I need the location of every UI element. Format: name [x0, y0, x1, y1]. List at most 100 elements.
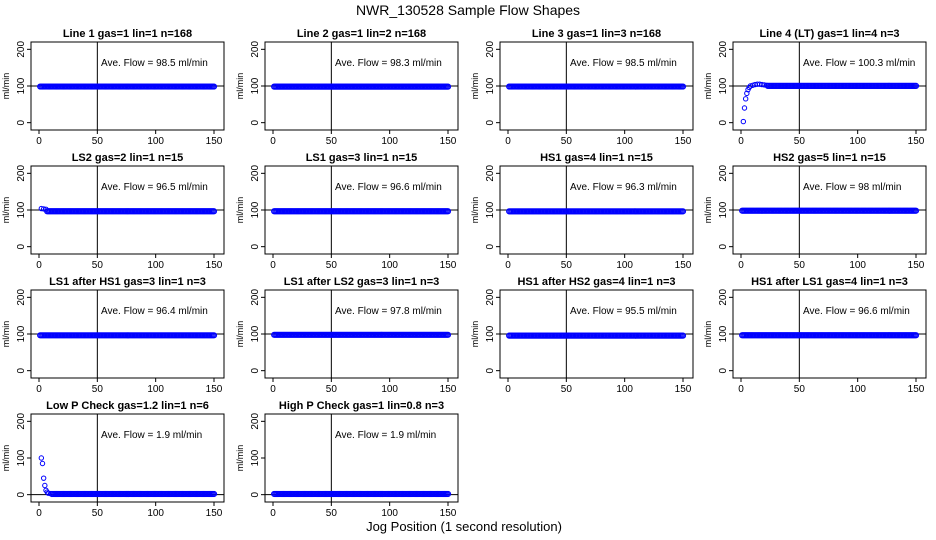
panel-12: HS1 after LS1 gas=4 lin=1 n=3 ml/min 0 50 10… — [703, 276, 927, 395]
plot-frame — [264, 413, 459, 503]
panel-7: HS1 gas=4 lin=1 n=15 ml/min 0 50 100 150 0 100 2… — [470, 152, 694, 271]
average-flow-annotation: Ave. Flow = 96.5 ml/min — [101, 182, 208, 193]
y-axis-label: ml/min — [703, 197, 713, 224]
x-tick-label: 0 — [505, 136, 511, 147]
panel-5: LS2 gas=2 lin=1 n=15 ml/min 0 50 100 150 0 100 2… — [1, 152, 225, 271]
y-tick-label: 0 — [250, 491, 261, 497]
y-tick-label: 200 — [250, 165, 261, 182]
y-axis-label: ml/min — [703, 73, 713, 100]
x-tick-label: 100 — [849, 260, 866, 271]
data-points — [37, 83, 218, 90]
panel-11: HS1 after HS2 gas=4 lin=1 n=3 ml/min 0 50 10… — [470, 276, 694, 395]
x-tick-label: 50 — [561, 260, 573, 271]
data-point — [912, 332, 920, 339]
panel-title: HS1 gas=4 lin=1 n=15 — [540, 152, 653, 164]
x-tick-label: 150 — [675, 260, 692, 271]
average-flow-annotation: Ave. Flow = 96.3 ml/min — [570, 182, 677, 193]
x-tick-label: 0 — [738, 384, 744, 395]
x-tick-label: 50 — [794, 136, 806, 147]
panel-title: LS1 after HS1 gas=3 lin=1 n=3 — [49, 276, 206, 288]
y-tick-label: 0 — [718, 243, 729, 249]
average-flow-annotation: Ave. Flow = 96.6 ml/min — [803, 306, 910, 317]
data-point — [42, 482, 48, 489]
data-point — [679, 208, 687, 215]
y-tick-label: 200 — [250, 413, 261, 430]
y-tick-label: 0 — [250, 367, 261, 373]
x-tick-label: 0 — [270, 136, 276, 147]
panel-title: LS2 gas=2 lin=1 n=15 — [72, 152, 184, 164]
y-tick-label: 200 — [718, 165, 729, 182]
panel-title: HS1 after LS1 gas=4 lin=1 n=3 — [751, 276, 908, 288]
y-axis-label: ml/min — [235, 197, 245, 224]
x-tick-label: 50 — [326, 508, 338, 519]
data-points — [739, 207, 920, 214]
y-tick-label: 0 — [250, 243, 261, 249]
panel-title: Line 1 gas=1 lin=1 n=168 — [63, 28, 192, 40]
data-point — [679, 332, 687, 339]
x-tick-label: 150 — [206, 384, 223, 395]
y-tick-label: 200 — [16, 165, 27, 182]
x-tick-label: 50 — [92, 260, 104, 271]
y-tick-label: 200 — [16, 413, 27, 430]
x-tick-label: 50 — [92, 384, 104, 395]
data-point — [210, 332, 218, 339]
y-tick-label: 0 — [16, 119, 27, 125]
y-tick-label: 0 — [485, 119, 496, 125]
x-tick-label: 100 — [616, 260, 633, 271]
x-tick-label: 50 — [92, 136, 104, 147]
y-tick-label: 200 — [485, 165, 496, 182]
panel-title: Line 3 gas=1 lin=3 n=168 — [532, 28, 661, 40]
data-points — [739, 332, 920, 339]
panel-2: Line 2 gas=1 lin=2 n=168 ml/min 0 50 100 150 0… — [235, 28, 459, 147]
data-points — [506, 208, 687, 215]
panel-8: HS2 gas=5 lin=1 n=15 ml/min 0 50 100 150 0 100 2… — [703, 152, 927, 271]
data-point — [38, 455, 45, 461]
x-tick-label: 150 — [206, 136, 223, 147]
x-tick-label: 50 — [561, 384, 573, 395]
data-point — [39, 460, 46, 467]
data-points — [506, 332, 687, 339]
y-axis-label: ml/min — [1, 197, 11, 224]
x-tick-label: 0 — [270, 508, 276, 519]
y-axis-label: ml/min — [235, 321, 245, 348]
data-point — [444, 83, 452, 90]
y-tick-label: 100 — [485, 325, 496, 342]
panel-title: High P Check gas=1 lin=0.8 n=3 — [279, 400, 444, 412]
y-tick-label: 100 — [16, 77, 27, 94]
data-point — [40, 475, 47, 481]
average-flow-annotation: Ave. Flow = 98 ml/min — [803, 182, 901, 193]
y-tick-label: 200 — [718, 41, 729, 58]
y-tick-label: 0 — [16, 243, 27, 249]
x-tick-label: 0 — [36, 384, 42, 395]
y-tick-label: 200 — [485, 289, 496, 306]
average-flow-annotation: Ave. Flow = 100.3 ml/min — [803, 58, 915, 69]
x-tick-label: 0 — [738, 136, 744, 147]
x-tick-label: 50 — [561, 136, 573, 147]
y-axis-label: ml/min — [470, 73, 480, 100]
panel-13: Low P Check gas=1.2 lin=1 n=6 ml/min 0 50 10… — [1, 400, 225, 519]
y-axis-label: ml/min — [235, 445, 245, 472]
x-tick-label: 50 — [326, 384, 338, 395]
y-tick-label: 200 — [250, 289, 261, 306]
x-tick-label: 0 — [36, 508, 42, 519]
y-axis-label: ml/min — [1, 321, 11, 348]
data-point — [444, 490, 452, 498]
average-flow-annotation: Ave. Flow = 96.6 ml/min — [335, 182, 442, 193]
data-point — [679, 83, 687, 90]
y-tick-label: 200 — [16, 289, 27, 306]
data-points — [271, 83, 452, 90]
average-flow-annotation: Ave. Flow = 1.9 ml/min — [101, 430, 202, 441]
panel-9: LS1 after HS1 gas=3 lin=1 n=3 ml/min 0 50 10… — [1, 276, 225, 395]
data-point — [444, 208, 452, 215]
y-tick-label: 100 — [718, 201, 729, 218]
average-flow-annotation: Ave. Flow = 1.9 ml/min — [335, 430, 436, 441]
plot-frame — [30, 413, 225, 503]
y-tick-label: 200 — [718, 289, 729, 306]
y-tick-label: 0 — [718, 119, 729, 125]
x-tick-label: 100 — [381, 384, 398, 395]
panel-grid: Line 1 gas=1 lin=1 n=168 ml/min 0 50 100 150 0… — [1, 28, 927, 519]
y-tick-label: 0 — [718, 367, 729, 373]
y-tick-label: 0 — [250, 119, 261, 125]
y-tick-label: 100 — [250, 201, 261, 218]
panel-title: LS1 after LS2 gas=3 lin=1 n=3 — [284, 276, 440, 288]
